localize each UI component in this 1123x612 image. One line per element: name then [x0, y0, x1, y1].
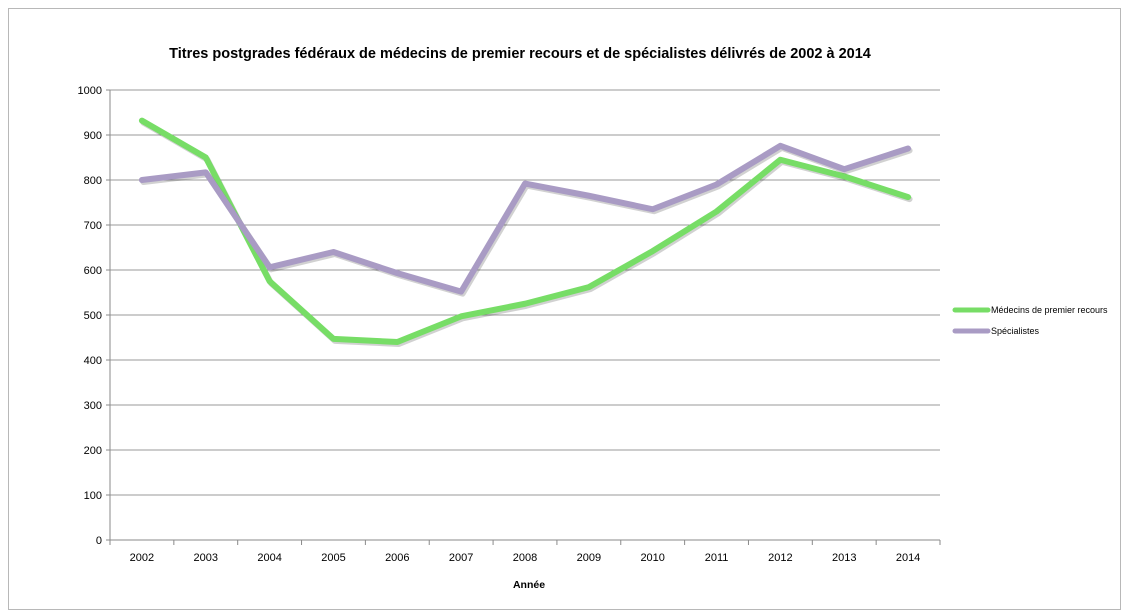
y-tick-label: 600 — [84, 265, 102, 277]
y-tick-label: 700 — [84, 220, 102, 232]
legend-label: Spécialistes — [991, 326, 1040, 336]
series-line-shadow — [140, 119, 913, 347]
x-tick-label: 2011 — [705, 552, 729, 564]
x-tick-label: 2012 — [768, 552, 792, 564]
y-tick-label: 800 — [84, 175, 102, 187]
y-tick-label: 300 — [84, 400, 102, 412]
y-tick-label: 400 — [84, 355, 102, 367]
y-axis-ticks: 0 100 200 300 400 500 600 700 800 900 1000 — [78, 85, 102, 547]
x-tick-label: 2014 — [896, 552, 920, 564]
x-tick-label: 2013 — [832, 552, 856, 564]
legend-label: Médecins de premier recours — [991, 305, 1108, 315]
series-line-shadow — [140, 144, 913, 297]
x-tick-label: 2006 — [385, 552, 409, 564]
chart-title: Titres postgrades fédéraux de médecins d… — [169, 46, 871, 62]
chart-frame — [8, 8, 1121, 610]
x-tick-label: 2008 — [513, 552, 537, 564]
x-tick-label: 2005 — [321, 552, 345, 564]
y-tick-label: 1000 — [78, 85, 102, 97]
x-axis-title: Année — [513, 579, 545, 591]
x-tick-label: 2003 — [194, 552, 218, 564]
gridlines — [106, 89, 940, 541]
x-tick-label: 2004 — [257, 552, 281, 564]
y-tick-label: 100 — [84, 490, 102, 502]
x-tick-label: 2009 — [577, 552, 601, 564]
y-tick-label: 0 — [96, 535, 102, 547]
x-tick-label: 2010 — [640, 552, 664, 564]
legend: Médecins de premier recours Spécialistes — [952, 305, 1108, 336]
series-lines — [138, 117, 913, 347]
x-tick-label: 2002 — [130, 552, 154, 564]
y-tick-label: 200 — [84, 445, 102, 457]
y-tick-label: 900 — [84, 130, 102, 142]
x-axis: 2002 2003 2004 2005 2006 2007 2008 2009 2010 2011… — [109, 540, 941, 564]
x-tick-label: 2007 — [449, 552, 473, 564]
y-tick-label: 500 — [84, 310, 102, 322]
